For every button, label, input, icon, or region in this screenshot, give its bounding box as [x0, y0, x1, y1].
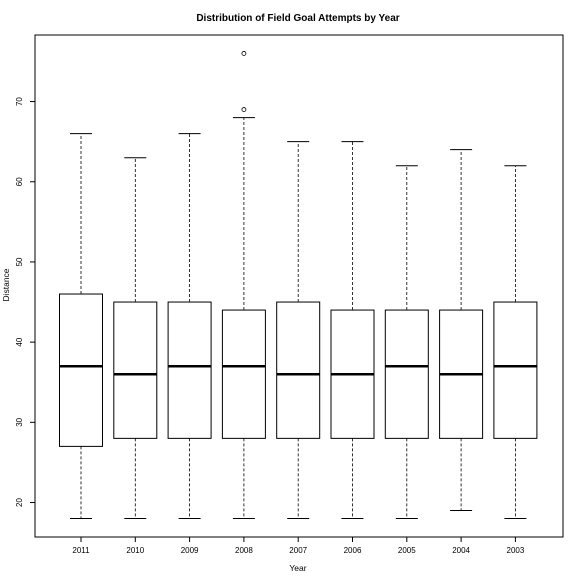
chart-title: Distribution of Field Goal Attempts by Y…: [196, 13, 399, 24]
x-axis: 2011 2010 2009 2008 2007 2006 2005 2004 2003: [72, 537, 525, 555]
box-2010: [113, 157, 158, 520]
box-2011: [59, 133, 103, 520]
y-tick-label: 20: [15, 498, 24, 507]
iqr-box: [113, 301, 158, 439]
iqr-box: [384, 309, 429, 439]
x-tick-label: 2010: [126, 546, 144, 555]
iqr-box: [276, 301, 321, 439]
box-2004: [439, 149, 484, 512]
y-tick-label: 70: [15, 97, 24, 106]
x-tick-label: 2009: [181, 546, 199, 555]
y-tick-label: 40: [15, 337, 24, 346]
iqr-box: [59, 293, 103, 447]
y-tick-label: 60: [15, 177, 24, 186]
x-tick-label: 2011: [72, 546, 90, 555]
x-axis-label: Year: [289, 563, 306, 573]
iqr-box: [493, 301, 538, 439]
y-axis: 20 30 40 50 60 70: [15, 97, 35, 507]
y-tick-label: 30: [15, 417, 24, 426]
box-2006: [330, 141, 375, 520]
x-tick-label: 2006: [344, 546, 362, 555]
x-tick-label: 2005: [398, 546, 416, 555]
box-2008: [221, 51, 266, 520]
box-2009: [167, 133, 212, 520]
y-tick-label: 50: [15, 257, 24, 266]
outlier-point: [241, 51, 247, 56]
box-2003: [493, 165, 538, 520]
x-tick-label: 2008: [235, 546, 253, 555]
boxes-group: [59, 51, 538, 520]
iqr-box: [167, 301, 212, 439]
x-tick-label: 2003: [507, 546, 525, 555]
box-2007: [276, 141, 321, 520]
y-axis-label: Distance: [1, 268, 11, 301]
x-tick-label: 2004: [452, 546, 470, 555]
outlier-point: [241, 107, 247, 112]
box-2005: [384, 165, 429, 520]
iqr-box: [221, 309, 266, 439]
x-tick-label: 2007: [289, 546, 307, 555]
plot-frame: [34, 34, 564, 538]
